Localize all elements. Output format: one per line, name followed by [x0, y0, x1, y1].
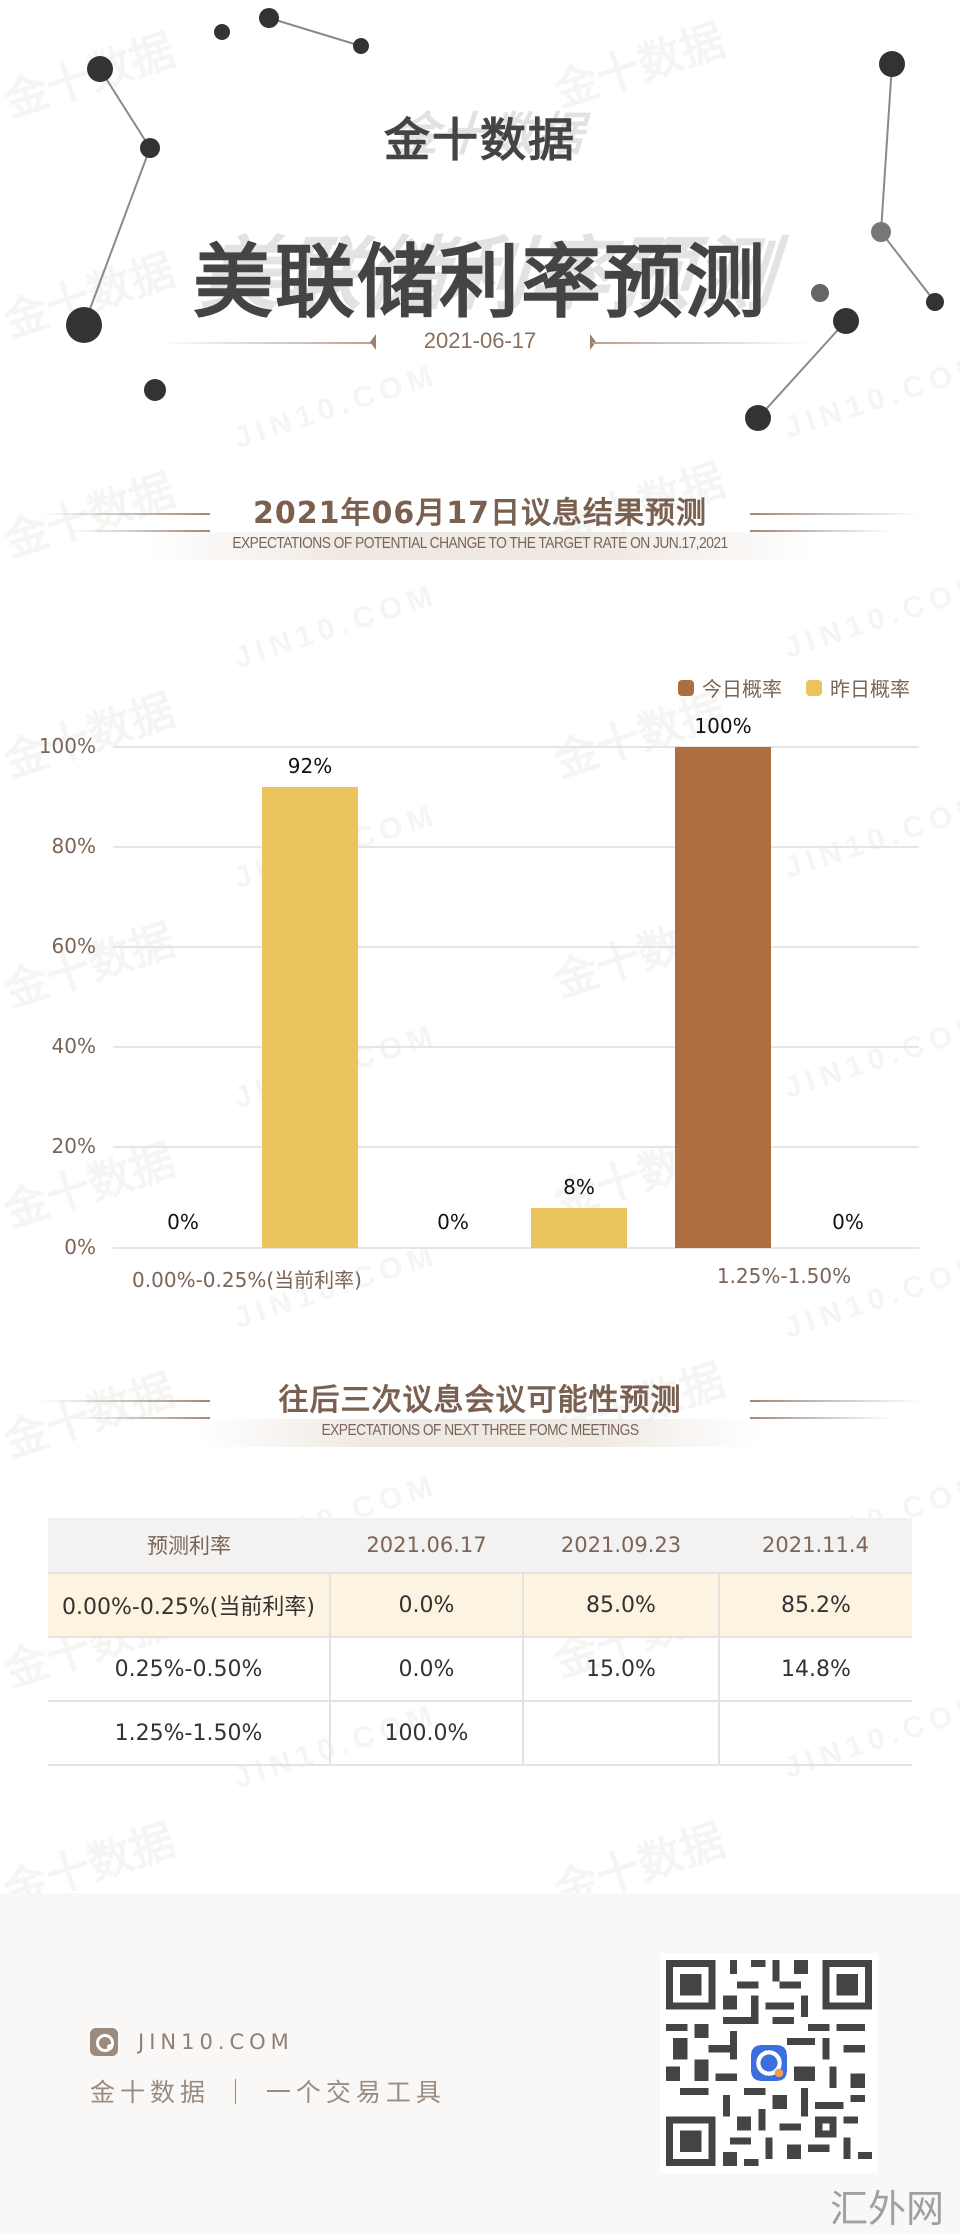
divider-line	[160, 342, 375, 344]
legend-item-yesterday[interactable]: 昨日概率	[806, 673, 910, 702]
column-header: 预测利率	[48, 1518, 330, 1573]
jin10-logo-icon	[90, 2028, 118, 2056]
legend-item-today[interactable]: 今日概率	[678, 673, 782, 702]
bar-value-label: 8%	[563, 1175, 595, 1199]
table-header-row: 预测利率 2021.06.17 2021.09.23 2021.11.4	[48, 1518, 912, 1573]
gridline	[113, 746, 919, 748]
y-tick: 40%	[51, 1034, 96, 1058]
x-category-label: 0.00%-0.25%(当前利率)	[132, 1268, 362, 1292]
bar-yesterday-cat2[interactable]	[531, 1208, 627, 1248]
subtitle-band	[200, 1419, 760, 1447]
probability-bar-chart: 今日概率 昨日概率 100% 80% 60% 40% 20% 0% 0% 92%…	[0, 650, 960, 1300]
arrow-left-icon	[370, 334, 376, 350]
gridline	[113, 846, 919, 848]
table-cell: 85.2%	[718, 1572, 912, 1637]
table-cell: 1.25%-1.50%	[48, 1700, 330, 1766]
y-tick: 80%	[51, 834, 96, 858]
table-cell: 14.8%	[718, 1636, 912, 1701]
gridline	[113, 946, 919, 948]
bar-yesterday-cat1[interactable]	[262, 787, 358, 1248]
y-tick: 100%	[38, 734, 96, 758]
bar-value-label: 0%	[167, 1210, 199, 1234]
x-category-label: 1.25%-1.50%	[716, 1264, 852, 1288]
table-cell: 100.0%	[329, 1700, 523, 1766]
chart-legend: 今日概率 昨日概率	[664, 673, 910, 702]
table-cell: 0.00%-0.25%(当前利率)	[48, 1572, 330, 1637]
gridline	[113, 1146, 919, 1148]
section-title: 2021年06月17日议息结果预测	[253, 496, 707, 531]
section-header-decision: 2021年06月17日议息结果预测 EXPECTATIONS OF POTENT…	[0, 488, 960, 578]
site-url: JIN10.COM	[138, 2030, 294, 2054]
table-cell: 0.0%	[329, 1572, 523, 1637]
gridline	[113, 1046, 919, 1048]
brand-title: 金十数据	[384, 113, 576, 167]
fomc-probability-table: 预测利率 2021.06.17 2021.09.23 2021.11.4 0.0…	[48, 1518, 912, 1766]
site-watermark: 汇外网	[830, 2187, 945, 2231]
page-title: 美联储利率预测	[193, 236, 767, 329]
date-row: 2021-06-17	[0, 326, 960, 358]
tagline: 金十数据 ｜ 一个交易工具	[90, 2078, 446, 2107]
ornament-line	[750, 1417, 890, 1419]
bar-value-label: 100%	[694, 714, 752, 738]
section-title: 往后三次议息会议可能性预测	[278, 1383, 682, 1418]
report-date: 2021-06-17	[423, 328, 537, 353]
divider-line	[592, 342, 810, 344]
y-tick: 0%	[64, 1235, 96, 1259]
y-tick: 60%	[51, 934, 96, 958]
ornament-line	[750, 513, 920, 515]
ornament-line	[70, 530, 210, 532]
ornament-line	[40, 513, 210, 515]
column-header: 2021.09.23	[523, 1518, 719, 1573]
table-cell: 0.25%-0.50%	[48, 1636, 330, 1701]
column-header: 2021.11.4	[719, 1518, 912, 1573]
table-cell	[718, 1700, 912, 1766]
axis-baseline	[113, 1247, 919, 1249]
section-header-next-meetings: 往后三次议息会议可能性预测 EXPECTATIONS OF NEXT THREE…	[0, 1375, 960, 1465]
legend-swatch-yesterday	[806, 679, 822, 696]
ornament-line	[750, 1400, 920, 1402]
bar-today-cat3[interactable]	[675, 747, 771, 1248]
bar-value-label: 0%	[437, 1210, 469, 1234]
subtitle-band	[150, 532, 810, 560]
qr-code-icon	[666, 1960, 872, 2166]
footer: JIN10.COM 金十数据 ｜ 一个交易工具	[0, 1893, 960, 2234]
legend-label: 昨日概率	[830, 677, 910, 701]
table-row: 0.25%-0.50% 0.0% 15.0% 14.8%	[48, 1636, 912, 1701]
section-subtitle: EXPECTATIONS OF POTENTIAL CHANGE TO THE …	[232, 535, 728, 552]
table-cell	[522, 1700, 719, 1766]
table-cell: 15.0%	[522, 1636, 719, 1701]
bar-value-label: 92%	[287, 754, 333, 778]
table-cell: 85.0%	[522, 1572, 719, 1637]
table-row: 1.25%-1.50% 100.0%	[48, 1700, 912, 1766]
ornament-line	[750, 530, 890, 532]
table-cell: 0.0%	[329, 1636, 523, 1701]
ornament-line	[70, 1417, 210, 1419]
legend-label: 今日概率	[702, 677, 782, 701]
constellation-decoration	[66, 8, 944, 431]
y-tick: 20%	[51, 1134, 96, 1158]
site-logo-row[interactable]: JIN10.COM	[90, 2028, 294, 2056]
qr-code[interactable]	[660, 1953, 878, 2173]
ornament-line	[40, 1400, 210, 1402]
column-header: 2021.06.17	[330, 1518, 523, 1573]
legend-swatch-today	[678, 679, 694, 696]
section-subtitle: EXPECTATIONS OF NEXT THREE FOMC MEETINGS	[321, 1422, 639, 1439]
bar-value-label: 0%	[832, 1210, 864, 1234]
table-row-current-rate: 0.00%-0.25%(当前利率) 0.0% 85.0% 85.2%	[48, 1572, 912, 1637]
